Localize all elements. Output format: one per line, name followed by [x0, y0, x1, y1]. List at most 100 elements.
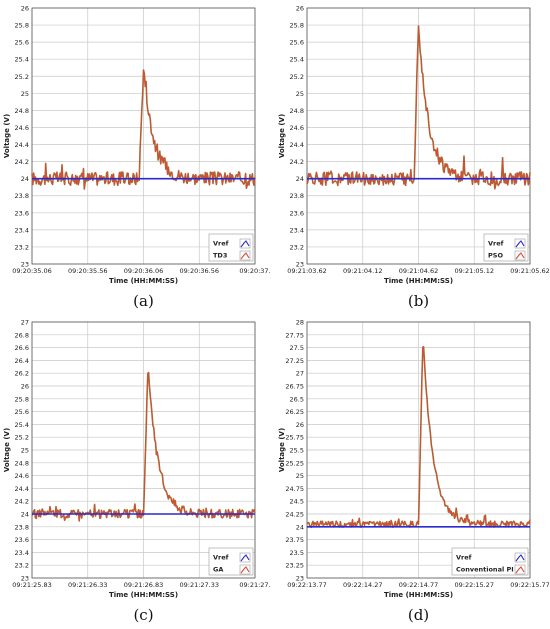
panel-caption: (c): [133, 606, 153, 624]
legend-line-icon: [240, 566, 250, 574]
y-tick-label: 23.6: [15, 536, 29, 544]
chart-svg: 23 23.2 23.4 23.6 23.8 24 24.2 24.4 24.6 24.8 25 25…: [278, 5, 550, 311]
x-tick-label: 09:20:35.06: [12, 267, 52, 275]
y-tick-label: 26: [21, 5, 29, 13]
plot-frame: [31, 7, 256, 265]
x-tick-label: 09:22:15.27: [454, 581, 494, 589]
legend-line-icon: [515, 252, 525, 260]
y-tick-label: 26.4: [15, 357, 29, 365]
legend-label: Vref: [213, 554, 229, 562]
y-tick-label: 25.2: [15, 434, 29, 442]
y-tick-label: 24.2: [290, 158, 304, 166]
y-tick-label: 23.2: [290, 243, 304, 251]
legend-line-icon: [240, 252, 250, 260]
legend-swatch: [514, 250, 526, 261]
panel-caption: (a): [133, 292, 154, 310]
x-tick-label: 09:22:14.77: [399, 581, 439, 589]
x-tick-label: 09:21:04.12: [343, 267, 383, 275]
panel-caption: (b): [408, 292, 429, 310]
y-tick-label: 23.2: [15, 562, 29, 570]
legend-label: GA: [213, 566, 223, 574]
y-tick-label: 23.6: [15, 209, 29, 217]
y-tick-label: 24: [296, 175, 304, 183]
y-tick-label: 24.25: [285, 511, 304, 519]
y-tick-label: 26.8: [15, 331, 29, 339]
chart-panel-c: 23 23.2 23.4 23.6 23.8 24 24.2 24.4 24.6 24.8 25 25…: [0, 314, 275, 628]
y-tick-label: 26.75: [285, 383, 304, 391]
legend-label: Vref: [456, 554, 472, 562]
y-tick-label: 24.2: [15, 158, 29, 166]
y-tick-label: 27.5: [290, 344, 304, 352]
y-tick-label: 24.8: [15, 107, 29, 115]
y-tick-label: 26: [296, 421, 304, 429]
y-tick-label: 24: [296, 523, 304, 531]
y-tick-label: 25.6: [15, 39, 29, 47]
y-tick-label: 26.5: [290, 395, 304, 403]
legend-line-icon: [240, 240, 250, 248]
y-tick-label: 23.75: [285, 536, 304, 544]
legend-label: TD3: [213, 252, 227, 260]
y-tick-label: 23: [21, 575, 29, 583]
y-tick-label: 24.2: [15, 498, 29, 506]
y-tick-label: 25: [21, 90, 29, 98]
x-tick-label: 09:22:13.77: [287, 581, 327, 589]
y-tick-label: 23.8: [15, 192, 29, 200]
y-tick-label: 23: [21, 261, 29, 269]
x-tick-label: 09:21:26.33: [68, 581, 108, 589]
x-tick-label: 09:21:05.12: [454, 267, 494, 275]
x-axis-title: Time (HH:MM:SS): [384, 277, 453, 285]
x-tick-label: 09:20:36.56: [179, 267, 219, 275]
legend-label: Conventional PI: [456, 566, 514, 574]
legend-label: Vref: [488, 240, 504, 248]
legend-swatch: [239, 238, 251, 249]
y-axis-title: Voltage (V): [3, 114, 11, 158]
x-tick-label: 09:22:15.77: [510, 581, 550, 589]
y-tick-label: 23.5: [290, 549, 304, 557]
y-tick-label: 26.2: [15, 370, 29, 378]
y-tick-label: 24.6: [15, 472, 29, 480]
y-tick-label: 23.2: [15, 243, 29, 251]
x-tick-label: 09:21:25.83: [12, 581, 52, 589]
y-tick-label: 25.4: [290, 56, 304, 64]
plot-frame: [306, 7, 531, 265]
legend-swatch: [239, 564, 251, 575]
legend-swatch: [239, 552, 251, 563]
chart-svg: 23 23.2 23.4 23.6 23.8 24 24.2 24.4 24.6 24.8 25 25…: [3, 5, 271, 311]
y-tick-label: 24.4: [290, 141, 304, 149]
y-axis-title: Voltage (V): [278, 114, 286, 158]
y-tick-label: 24.6: [290, 124, 304, 132]
y-tick-label: 25.2: [15, 73, 29, 81]
plot-frame: [306, 321, 531, 579]
legend-line-icon: [515, 566, 525, 574]
y-tick-label: 25.8: [15, 22, 29, 30]
y-tick-label: 25.25: [285, 459, 304, 467]
x-tick-label: 09:20:36.06: [124, 267, 164, 275]
series-line-td3: [31, 69, 256, 190]
legend-swatch: [239, 250, 251, 261]
y-tick-label: 25.2: [290, 73, 304, 81]
x-tick-label: 09:22:14.27: [343, 581, 383, 589]
legend-label: PSO: [488, 252, 503, 260]
y-tick-label: 23.8: [15, 523, 29, 531]
x-tick-label: 09:21:04.62: [399, 267, 439, 275]
y-tick-label: 23.25: [285, 562, 304, 570]
y-tick-label: 24: [21, 175, 29, 183]
x-tick-label: 09:21:05.62: [510, 267, 550, 275]
y-tick-label: 23.4: [15, 549, 29, 557]
y-tick-label: 23.8: [290, 192, 304, 200]
y-tick-label: 26: [21, 383, 29, 391]
y-tick-label: 23.4: [15, 226, 29, 234]
y-axis-title: Voltage (V): [278, 428, 286, 472]
legend-line-icon: [515, 554, 525, 562]
x-tick-label: 09:20:37.: [239, 267, 270, 275]
y-tick-label: 25.6: [290, 39, 304, 47]
y-tick-label: 28: [296, 319, 304, 327]
y-tick-label: 23.4: [290, 226, 304, 234]
y-tick-label: 26: [296, 5, 304, 13]
y-tick-label: 25.8: [290, 22, 304, 30]
x-axis-title: Time (HH:MM:SS): [109, 277, 178, 285]
y-tick-label: 24.5: [290, 498, 304, 506]
y-tick-label: 25.5: [290, 447, 304, 455]
chart-svg: 23 23.2 23.4 23.6 23.8 24 24.2 24.4 24.6 24.8 25 25…: [3, 319, 271, 625]
y-tick-label: 24.4: [15, 141, 29, 149]
